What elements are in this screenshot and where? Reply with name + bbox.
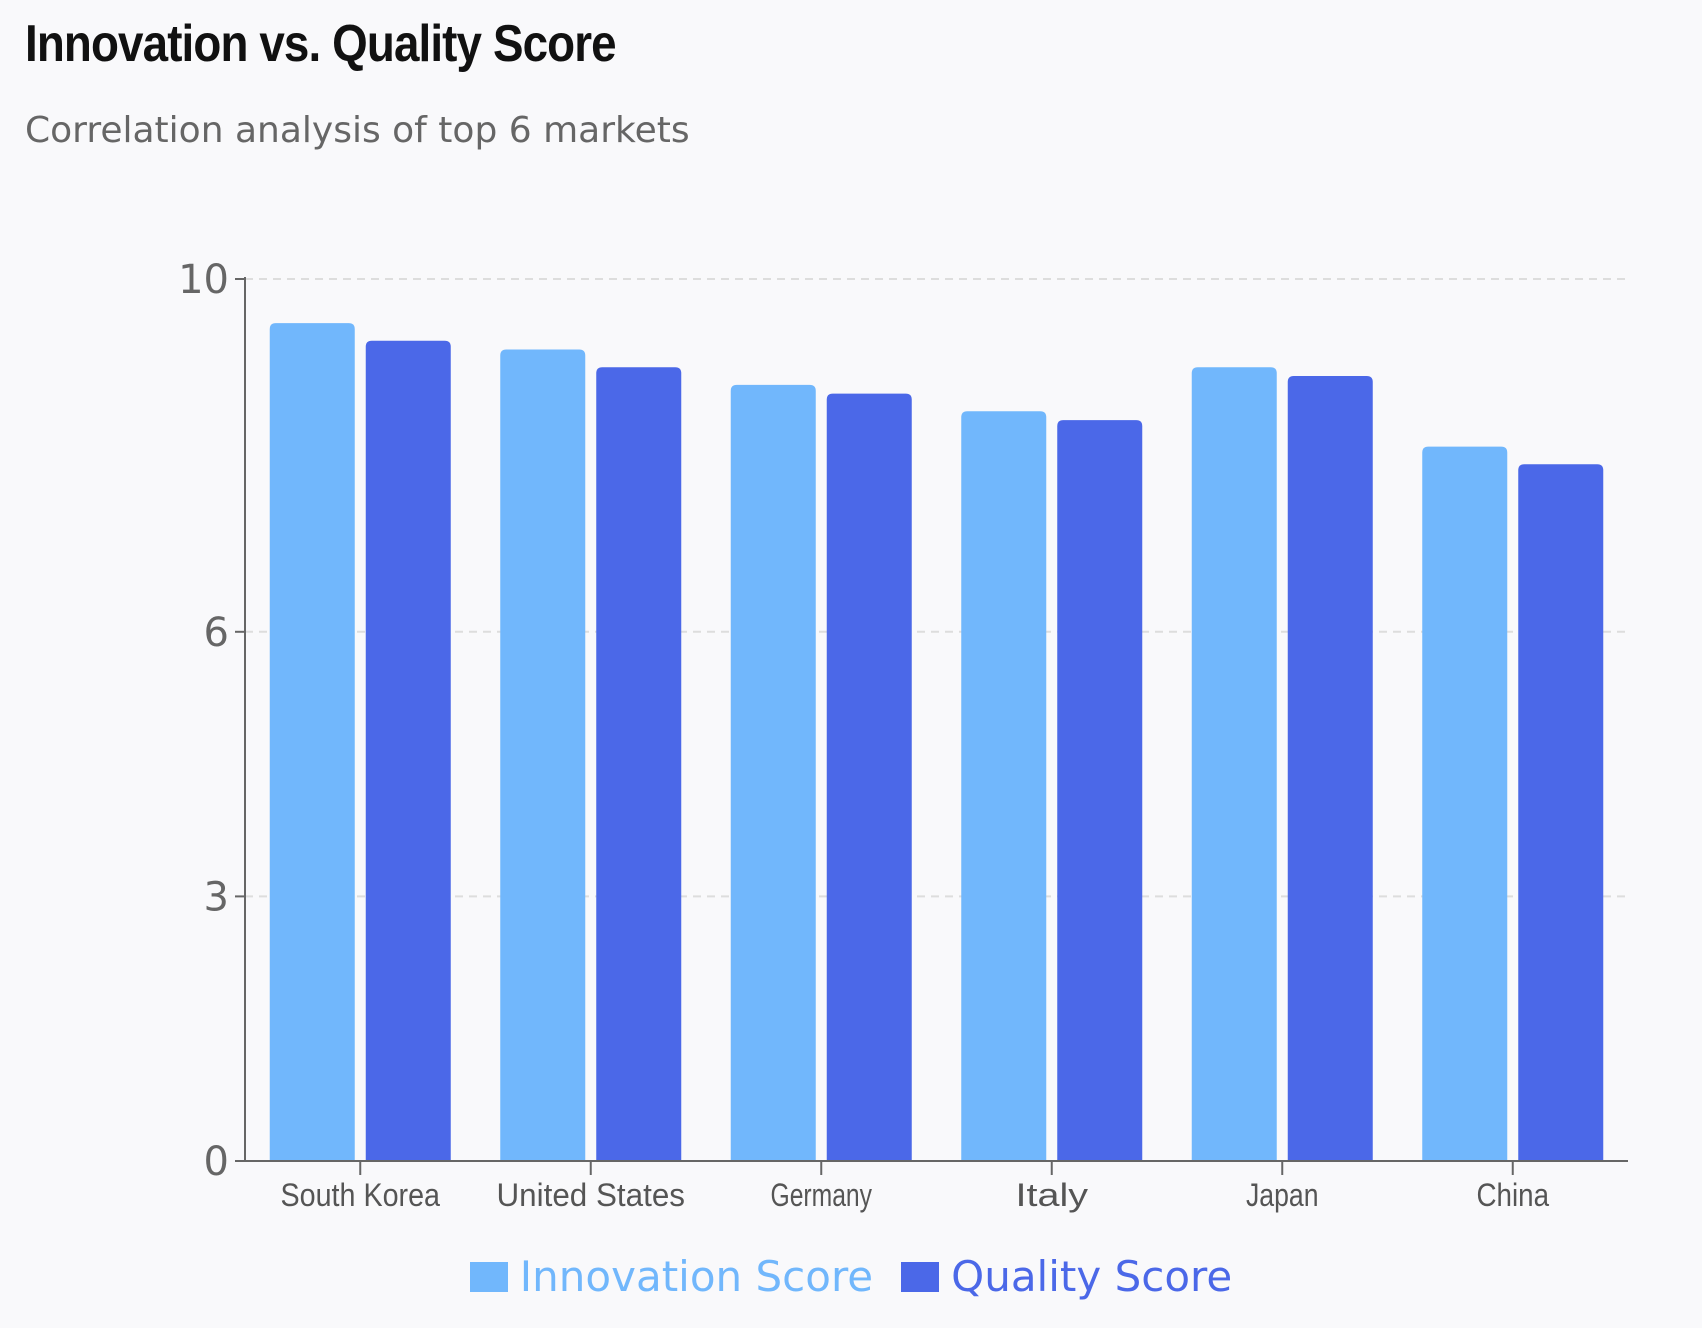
chart-subtitle: Correlation analysis of top 6 markets [25,110,690,151]
bar-quality [596,367,682,1161]
bar-chart: 0 3 6 10 South Korea United States Germany Ital… [178,257,1628,1213]
x-tick-label: South Korea [281,1177,441,1213]
legend: Innovation Score Quality Score [0,1252,1702,1301]
legend-label-quality: Quality Score [951,1252,1233,1301]
bar-innovation [1422,446,1508,1162]
x-tick-label: Germany [771,1177,873,1213]
legend-label-innovation: Innovation Score [519,1252,874,1301]
bar-innovation [500,349,586,1161]
bar-innovation [269,323,355,1162]
bar-quality [365,340,451,1161]
bar-quality [1518,464,1604,1162]
x-tick-label: Japan [1246,1177,1319,1213]
y-tick-label: 10 [178,257,229,303]
bar-quality [1057,420,1143,1161]
legend-swatch-quality [901,1261,940,1292]
x-tick-label: United States [497,1177,686,1213]
x-tick-label: Italy [1016,1177,1089,1213]
bar-innovation [730,384,816,1162]
legend-swatch-innovation [469,1261,508,1292]
x-tick-label: China [1477,1177,1550,1213]
bar-quality [826,393,912,1161]
legend-item-quality[interactable]: Quality Score [901,1252,1232,1301]
bar-quality [1287,376,1373,1161]
bar-innovation [961,411,1047,1161]
y-tick-label: 0 [204,1139,229,1185]
legend-item-innovation[interactable]: Innovation Score [469,1252,874,1301]
y-tick-label: 3 [204,874,229,920]
y-tick-label: 6 [204,610,229,656]
bar-innovation [1191,367,1277,1161]
chart-title: Innovation vs. Quality Score [25,15,617,73]
